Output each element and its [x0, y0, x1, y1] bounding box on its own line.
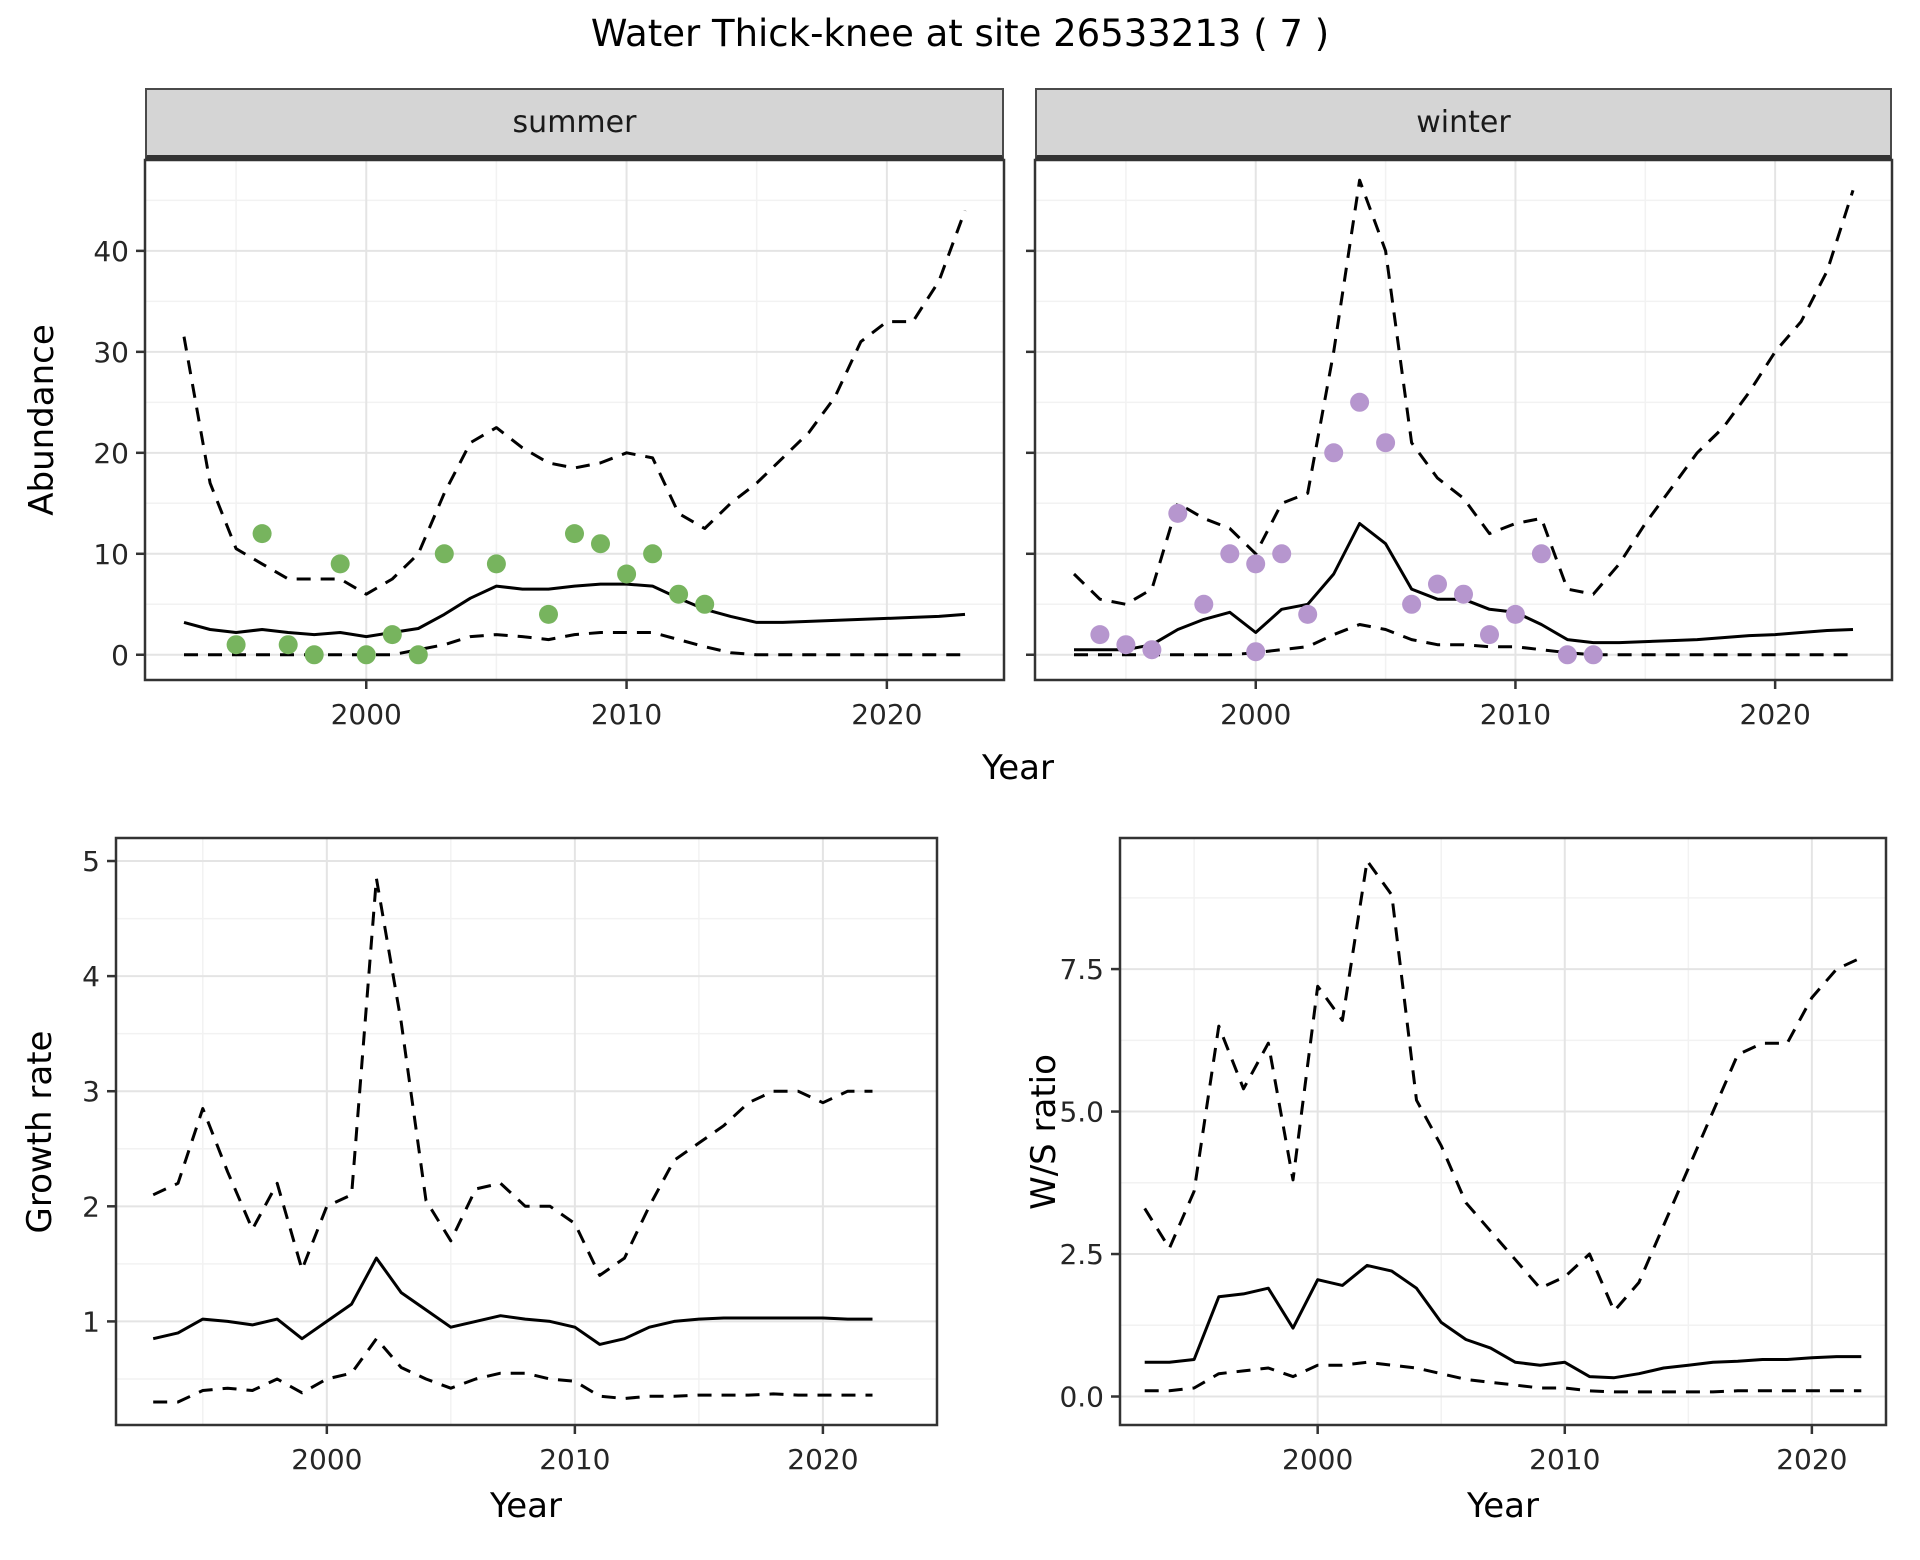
observed-counts-summer-point: [252, 524, 272, 544]
observed-counts-winter-point: [1272, 544, 1292, 564]
summer-ytick-label: 0: [111, 639, 129, 672]
growth-xtick-label: 2010: [539, 1443, 610, 1476]
facet-strip-summer: summer: [145, 88, 1004, 160]
growth-upper-ci-line: [152, 876, 873, 1277]
observed-counts-summer-point: [486, 554, 506, 574]
ratio-x-axis-label: Year: [1467, 1486, 1539, 1526]
observed-counts-winter-point: [1246, 642, 1266, 662]
winter-xtick-label: 2000: [1220, 698, 1291, 731]
observed-counts-winter-point: [1350, 392, 1370, 412]
observed-counts-winter-point: [1116, 635, 1136, 655]
observed-counts-summer-point: [356, 645, 376, 665]
winter-xtick-label: 2010: [1480, 698, 1551, 731]
observed-counts-summer-point: [330, 554, 350, 574]
observed-counts-winter-point: [1454, 584, 1473, 604]
observed-counts-summer-point: [669, 584, 689, 604]
facet-strip-winter-label: winter: [1416, 105, 1511, 140]
observed-counts-summer-point: [226, 635, 246, 655]
growth-ytick-label: 5: [82, 845, 100, 878]
summer-xtick-label: 2020: [851, 698, 922, 731]
growth-ytick-label: 3: [82, 1075, 100, 1108]
abundance-y-axis-label: Abundance: [22, 324, 62, 516]
observed-counts-winter-point: [1557, 645, 1577, 665]
observed-counts-winter-point: [1376, 433, 1396, 453]
observed-counts-summer-point: [695, 594, 715, 614]
growth-lower-ci-line: [153, 1337, 873, 1404]
growth-x-axis-label: Year: [490, 1486, 562, 1526]
ratio-xtick-label: 2000: [1282, 1443, 1353, 1476]
growth-ytick-label: 2: [82, 1190, 100, 1223]
growth-xtick-label: 2000: [291, 1443, 362, 1476]
summer-xtick-label: 2000: [331, 698, 402, 731]
observed-counts-winter-point: [1531, 544, 1551, 564]
winter-panel: 2000 2010 2020: [1026, 158, 1894, 731]
observed-counts-summer-point: [617, 564, 637, 584]
observed-counts-summer-point: [539, 604, 558, 624]
observed-counts-winter-point: [1246, 554, 1266, 574]
summer-xtick-label: 2010: [591, 698, 662, 731]
observed-counts-summer-point: [643, 544, 663, 564]
ratio-ytick-label: 7.5: [1059, 953, 1104, 986]
observed-counts-summer-point: [434, 544, 454, 564]
ratio-upper-ci-line: [1143, 859, 1862, 1313]
growth-panel: 2000 2010 2020 1 2 3 4 5: [82, 836, 939, 1476]
observed-counts-summer-point: [382, 625, 402, 645]
observed-counts-winter-point: [1402, 594, 1422, 614]
ratio-fit-line: [1144, 1263, 1862, 1380]
observed-counts-summer-point: [278, 635, 298, 655]
observed-counts-winter-point: [1090, 625, 1110, 645]
observed-counts-summer-point: [565, 524, 584, 544]
chart-title: Water Thick-knee at site 26533213 ( 7 ): [590, 12, 1330, 55]
summer-ytick-label: 10: [93, 538, 129, 571]
summer-ytick-label: 20: [93, 437, 129, 470]
ratio-xtick-label: 2020: [1776, 1443, 1847, 1476]
observed-counts-winter-point: [1324, 443, 1344, 463]
observed-counts-winter-point: [1142, 640, 1162, 660]
ratio-ytick-label: 0.0: [1059, 1381, 1104, 1414]
observed-counts-summer-point: [591, 534, 610, 554]
observed-counts-winter-point: [1505, 604, 1525, 624]
growth-fit-line: [152, 1256, 873, 1346]
observed-counts-summer-point: [304, 645, 324, 665]
summer-fit-line: [183, 582, 966, 639]
growth-ytick-label: 4: [82, 960, 100, 993]
ratio-ytick-label: 5.0: [1059, 1096, 1104, 1129]
observed-counts-winter-point: [1428, 574, 1447, 594]
ratio-panel: 2000 2010 2020 0.0 2.5 5.0 7.5: [1059, 836, 1888, 1476]
ratio-lower-ci-line: [1144, 1360, 1862, 1394]
observed-counts-winter-point: [1194, 594, 1214, 614]
growth-xtick-label: 2020: [787, 1443, 858, 1476]
growth-ytick-label: 1: [82, 1305, 100, 1338]
observed-counts-winter-point: [1583, 645, 1603, 665]
summer-panel: 2000 2010 2020 0 10 20 30 40: [93, 158, 1006, 731]
facet-strip-summer-label: summer: [512, 105, 637, 140]
observed-counts-winter-point: [1298, 604, 1318, 624]
winter-lower-ci-line: [1074, 623, 1853, 657]
ratio-y-axis-label: W/S ratio: [1024, 1054, 1064, 1210]
abundance-x-axis-label: Year: [982, 748, 1054, 788]
summer-ytick-label: 40: [93, 235, 129, 268]
observed-counts-winter-point: [1168, 503, 1188, 523]
ratio-xtick-label: 2010: [1529, 1443, 1600, 1476]
growth-y-axis-label: Growth rate: [20, 1030, 60, 1234]
observed-counts-summer-point: [408, 645, 428, 665]
observed-counts-winter-point: [1480, 625, 1499, 645]
winter-xtick-label: 2020: [1740, 698, 1811, 731]
ratio-ytick-label: 2.5: [1059, 1238, 1104, 1271]
facet-strip-winter: winter: [1035, 88, 1892, 160]
summer-ytick-label: 30: [93, 336, 129, 369]
observed-counts-winter-point: [1220, 544, 1240, 564]
